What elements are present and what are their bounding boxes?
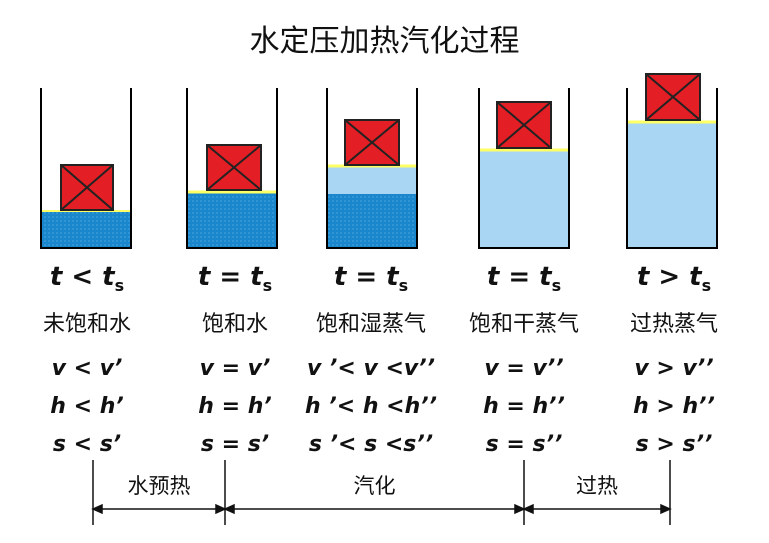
cylinder-wet-steam [326,88,418,249]
state-label: 未饱和水 [42,312,131,337]
volume-relation: v = v’’ [484,356,564,381]
enthalpy-relation: h < h’ [50,394,124,419]
temperature-condition: t = ts [197,262,273,295]
process-span-brackets [91,460,672,525]
volume-relation: v ’< v <v’’ [307,356,435,381]
temperature-condition: t = ts [333,262,409,295]
entropy-relation: s = s’ [200,432,270,457]
vapor-level [627,122,717,248]
vapor-level [327,166,417,194]
piston-weight-icon [645,73,701,121]
volume-relation: v < v’ [51,356,123,381]
temperature-condition: t < ts [49,262,125,295]
volume-relation: v > v’’ [634,356,714,381]
cylinder-unsaturated-water [40,88,132,249]
state-label: 饱和湿蒸气 [315,312,426,337]
temperature-condition: t > ts [636,262,712,295]
vapor-level [479,150,569,248]
piston-weight-icon [206,144,262,191]
enthalpy-relation: h = h’’ [483,394,565,419]
piston-weight-icon [60,164,114,211]
water-level [187,192,277,248]
diagram-title: 水定压加热汽化过程 [249,24,520,59]
state-label: 饱和干蒸气 [468,312,579,337]
state-label: 饱和水 [201,312,268,337]
segment-superheat-label: 过热 [576,474,618,498]
segment-preheat-label: 水预热 [127,474,191,498]
cylinder-dry-steam [478,88,570,249]
segment-vaporize-label: 汽化 [353,474,396,498]
entropy-relation: s < s’ [52,432,122,457]
entropy-relation: s > s’’ [635,432,713,457]
water-level [327,194,417,248]
cylinder-saturated-water [186,88,278,249]
state-label: 过热蒸气 [629,312,718,337]
piston-weight-icon [496,101,552,149]
cylinder-superheated-steam [626,73,718,249]
entropy-relation: s = s’’ [485,432,563,457]
temperature-condition: t = ts [486,262,562,295]
volume-relation: v = v’ [199,356,271,381]
enthalpy-relation: h = h’ [198,394,272,419]
piston-weight-icon [344,119,400,166]
entropy-relation: s ’< s <s’’ [308,432,434,457]
enthalpy-relation: h ’< h <h’’ [305,394,437,419]
water-level [41,211,131,248]
enthalpy-relation: h > h’’ [633,394,715,419]
